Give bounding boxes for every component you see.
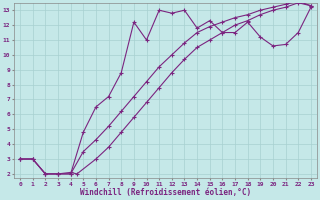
X-axis label: Windchill (Refroidissement éolien,°C): Windchill (Refroidissement éolien,°C) xyxy=(80,188,251,197)
